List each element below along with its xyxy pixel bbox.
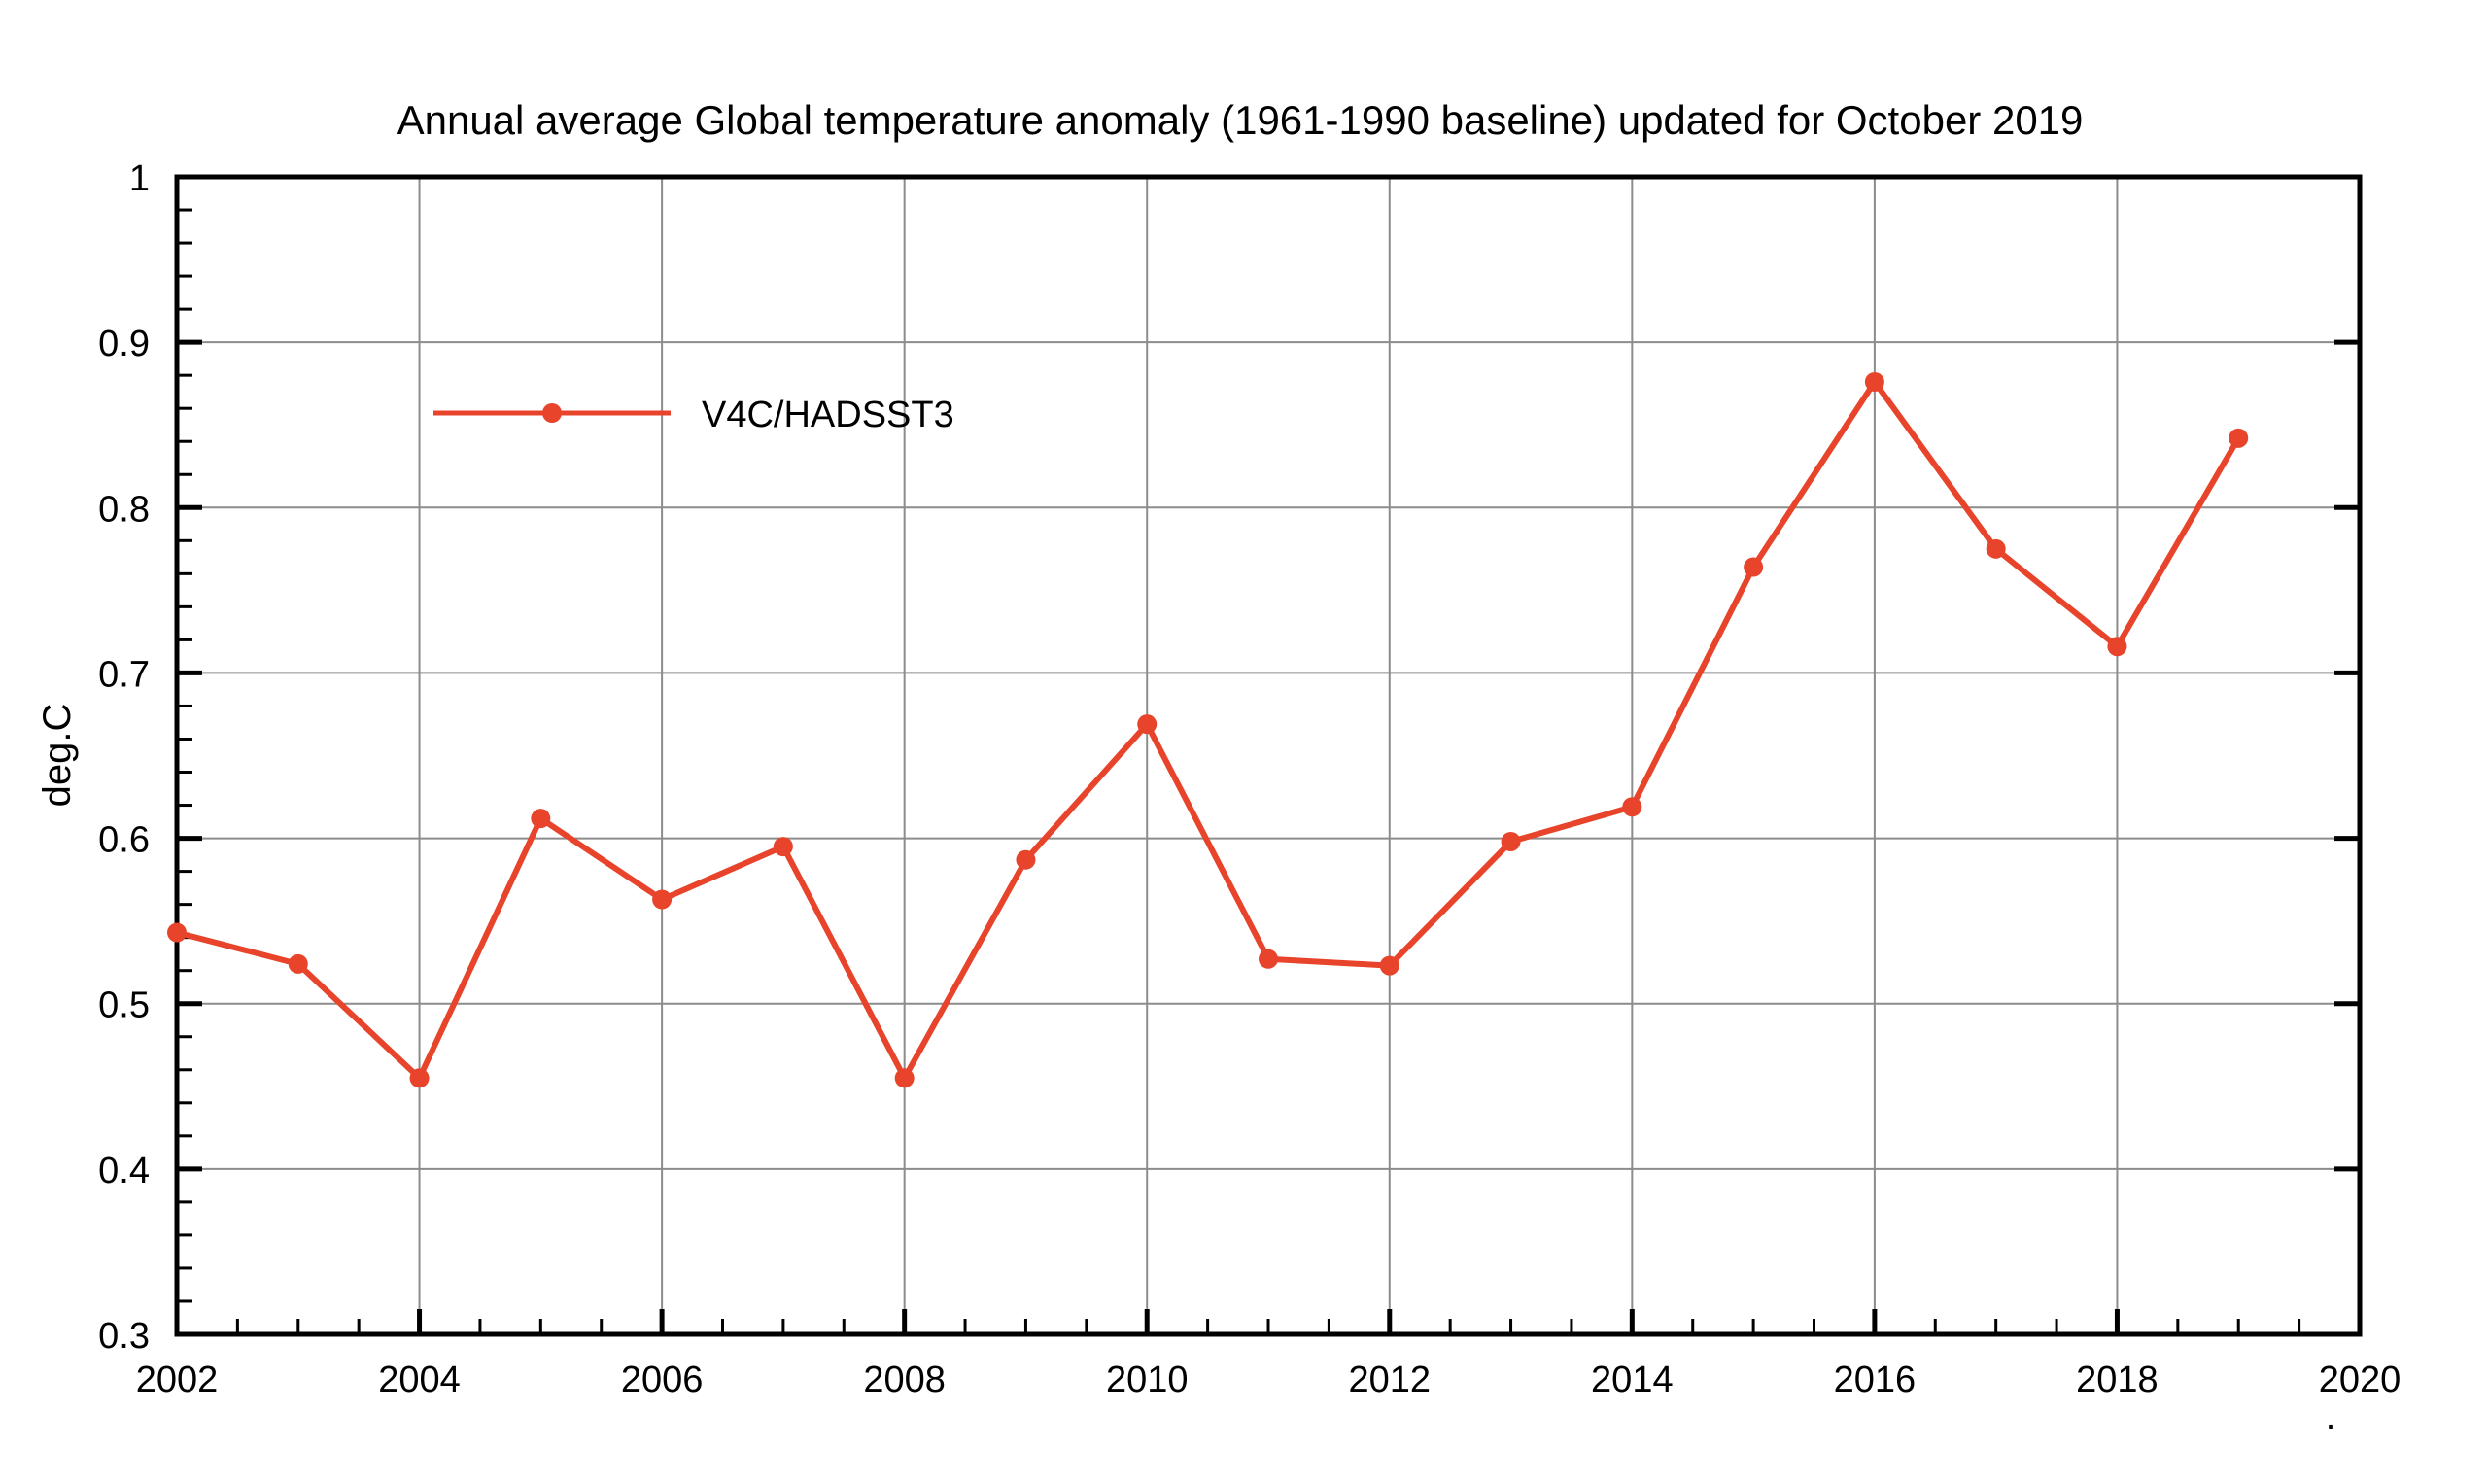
data-point bbox=[1259, 949, 1278, 969]
data-point bbox=[652, 889, 673, 910]
data-point bbox=[1864, 371, 1884, 392]
data-point bbox=[1137, 714, 1158, 735]
y-tick-label: 0.7 bbox=[98, 654, 150, 695]
data-point bbox=[1622, 797, 1642, 817]
chart-title: Annual average Global temperature anomal… bbox=[397, 97, 2084, 143]
grid bbox=[177, 177, 2360, 1334]
data-point bbox=[1379, 955, 1400, 976]
data-point bbox=[1016, 849, 1036, 870]
series bbox=[167, 371, 2249, 1088]
y-tick-label: 0.8 bbox=[98, 489, 150, 530]
data-point bbox=[409, 1068, 430, 1088]
data-point bbox=[167, 922, 187, 943]
y-axis-tick-labels: 0.3 0.4 0.5 0.6 0.7 0.8 0.9 1 bbox=[98, 158, 150, 1357]
minor-ticks bbox=[177, 208, 2301, 1334]
legend: V4C/HADSST3 bbox=[433, 395, 954, 435]
plot-frame bbox=[174, 174, 2363, 1337]
x-tick-label: 2016 bbox=[1834, 1360, 1917, 1400]
x-tick-label: 2008 bbox=[863, 1360, 946, 1400]
data-point bbox=[773, 837, 793, 857]
data-point bbox=[531, 809, 551, 829]
x-axis-tick-labels: 2002 2004 2006 2008 2010 2012 2014 2016 2018 2020 bbox=[136, 1360, 2402, 1400]
x-tick-label: 2006 bbox=[621, 1360, 704, 1400]
y-tick-label: 0.5 bbox=[98, 985, 150, 1026]
y-tick-label: 0.4 bbox=[98, 1151, 150, 1191]
legend-marker bbox=[542, 403, 562, 423]
x-tick-label: 2004 bbox=[378, 1360, 461, 1400]
series-line bbox=[174, 378, 2242, 1082]
data-point bbox=[1501, 831, 1521, 851]
x-tick-label: 2014 bbox=[1591, 1360, 1674, 1400]
data-point bbox=[1744, 557, 1764, 577]
y-tick-label: 0.3 bbox=[98, 1316, 150, 1357]
legend-label: V4C/HADSST3 bbox=[702, 395, 954, 435]
x-tick-label: 2020 bbox=[2319, 1360, 2402, 1400]
data-point bbox=[2107, 637, 2127, 657]
footnote: . bbox=[2326, 1397, 2336, 1437]
y-tick-label: 0.9 bbox=[98, 324, 150, 364]
x-tick-label: 2018 bbox=[2076, 1360, 2159, 1400]
x-tick-label: 2002 bbox=[136, 1360, 219, 1400]
y-axis-label: deg.C bbox=[36, 704, 79, 808]
data-point bbox=[1986, 538, 2006, 559]
y-tick-label: 1 bbox=[129, 158, 150, 199]
data-point bbox=[894, 1068, 915, 1088]
data-point bbox=[288, 953, 308, 974]
major-ticks bbox=[174, 174, 2363, 1337]
x-tick-label: 2012 bbox=[1349, 1360, 1432, 1400]
x-tick-label: 2010 bbox=[1106, 1360, 1189, 1400]
y-tick-label: 0.6 bbox=[98, 820, 150, 861]
data-point bbox=[2229, 428, 2249, 448]
